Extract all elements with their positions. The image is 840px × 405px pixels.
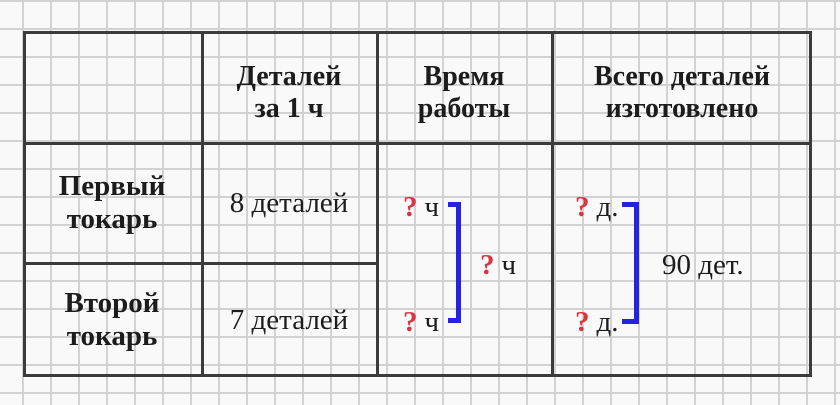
problem-table-frame [23, 31, 812, 377]
header-cell-total-parts: Всего деталей изготовлено [555, 34, 809, 146]
hours-unit: ч [501, 249, 517, 281]
column-divider-3 [551, 31, 554, 377]
header-row-divider [23, 142, 812, 145]
row-label-first-turner: Первый токарь [26, 145, 198, 260]
question-mark: ? [575, 191, 590, 223]
row-divider [23, 262, 379, 265]
total-parts-value: 90 дет. [662, 249, 744, 281]
parts-unit: д. [596, 306, 619, 338]
second-per-hour-value: 7 деталей [229, 304, 349, 336]
question-mark: ? [403, 306, 418, 338]
column-divider-2 [376, 31, 379, 377]
first-per-hour-value: 8 деталей [229, 186, 349, 219]
header-cell-work-time: Время работы [380, 34, 548, 146]
header-cell-parts-per-hour: Деталей за 1 ч [205, 34, 373, 146]
time-first-unknown: ? ч [403, 192, 439, 222]
cell-second-per-hour: 7 деталей [205, 266, 373, 374]
header-total-line2: изготовлено [605, 93, 759, 124]
question-mark: ? [480, 249, 495, 281]
header-parts-line1: Деталей [236, 61, 342, 92]
question-mark: ? [575, 306, 590, 338]
cell-first-per-hour: 8 деталей [205, 145, 373, 260]
header-time-line1: Время [423, 61, 505, 92]
parts-unit: д. [596, 191, 619, 223]
total-first-unknown: ? д. [575, 192, 619, 222]
header-time-line2: работы [417, 93, 511, 124]
time-bracket [448, 202, 461, 323]
total-second-unknown: ? д. [575, 307, 619, 337]
time-total-unknown: ? ч [480, 250, 516, 280]
time-second-unknown: ? ч [403, 307, 439, 337]
second-turner-line2: токарь [66, 320, 158, 352]
first-turner-line2: токарь [66, 202, 158, 235]
header-parts-line2: за 1 ч [254, 93, 324, 124]
question-mark: ? [403, 191, 418, 223]
first-turner-line1: Первый [58, 169, 166, 202]
hours-unit: ч [424, 191, 440, 223]
column-divider-1 [201, 31, 204, 377]
header-total-line1: Всего деталей [593, 61, 771, 92]
total-bracket [622, 202, 639, 324]
second-turner-line1: Второй [64, 287, 160, 319]
row-label-second-turner: Второй токарь [26, 266, 198, 374]
hours-unit: ч [424, 306, 440, 338]
